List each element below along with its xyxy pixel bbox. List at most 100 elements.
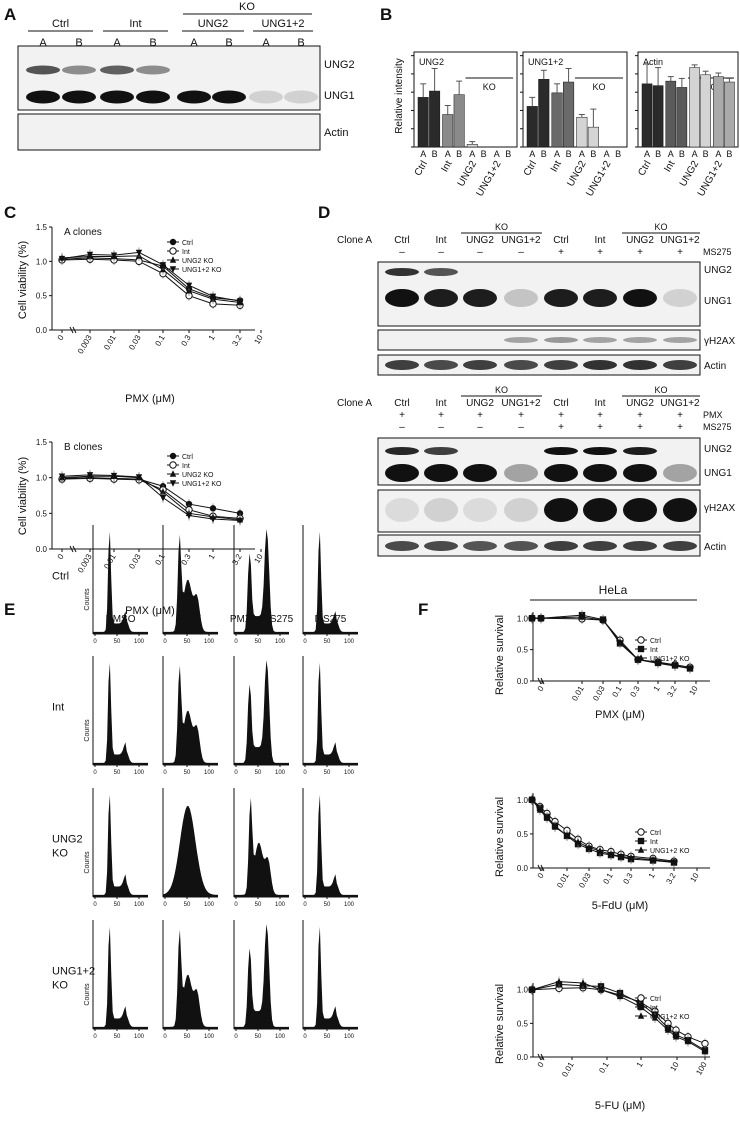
- point-ung1-2-ko-12: [670, 858, 678, 865]
- lane-label-7: UNG1+2: [660, 235, 700, 246]
- histogram-int-pmx: 0 50 100: [162, 656, 218, 776]
- lane-label-2: A: [554, 149, 560, 159]
- lane-label-7: B: [615, 149, 621, 159]
- lane-label-1: Int: [435, 235, 446, 246]
- sign-ms275-3: –: [518, 247, 524, 258]
- point-ung1-2-ko-7: [664, 1026, 672, 1033]
- band-ung1-5: [583, 289, 617, 307]
- category-label-ung2: UNG2: [678, 159, 702, 189]
- lane-label-6: A: [262, 37, 270, 49]
- series-line-ctrl: [61, 477, 241, 514]
- x-tick-label-1: 50: [114, 1034, 121, 1040]
- band-actin-7: [663, 360, 697, 370]
- lane-label-0: A: [39, 37, 47, 49]
- point-ung1-2-ko-0: [58, 473, 66, 480]
- ko-label-0: KO: [495, 385, 508, 395]
- x-tick-label-4: 0.1: [153, 333, 167, 348]
- point-ung1-2-ko-6: [209, 516, 217, 523]
- y-tick-label-2: 1.0: [517, 614, 529, 623]
- column-label-dmso: DMSO: [106, 614, 136, 625]
- lane-label-1: B: [655, 149, 661, 159]
- sign-ms275-7: +: [677, 422, 683, 433]
- bar-4: [689, 67, 700, 148]
- bar-0: [417, 97, 429, 148]
- y-tick-label-0: 0.0: [517, 1053, 529, 1062]
- axis-break: [72, 326, 77, 334]
- band-ung2-5: [583, 447, 617, 455]
- x-tick-label-6: 3.2: [664, 871, 678, 886]
- sign-ms275-0: –: [399, 247, 405, 258]
- band-ung1-0: [26, 90, 60, 104]
- band-ung2-4: [544, 447, 578, 455]
- axis-break: [537, 864, 542, 872]
- point-ung1-2-ko-1: [555, 977, 563, 985]
- category-label-int: Int: [549, 159, 564, 174]
- band-actin-5: [583, 541, 617, 551]
- band-ung1-6: [623, 464, 657, 482]
- band-ung2-0: [385, 447, 419, 455]
- histogram-fill: [303, 662, 358, 765]
- point-ung1-2-ko-1: [536, 806, 544, 813]
- x-axis-label-pmx-m: PMX (μM): [595, 709, 645, 721]
- point-ung1-2-ko-0: [528, 986, 536, 993]
- y-axis-label-1: Cell viability (%): [17, 457, 29, 535]
- ko-group-label: KO: [239, 1, 255, 13]
- band-ung1-7: [663, 289, 697, 307]
- bar-4: [466, 144, 478, 148]
- x-tick-label-3: 1: [635, 1060, 645, 1069]
- y-tick-label-0: 0.0: [36, 326, 48, 335]
- histogram-ung1-2-ko-pmx-ms275: 0 50 100: [233, 920, 289, 1040]
- legend-label-int: Int: [650, 647, 658, 654]
- y-tick-label-3: 1.5: [36, 223, 48, 232]
- point-ung1-2-ko-7: [596, 847, 604, 854]
- band-ung1-5: [583, 464, 617, 482]
- band-ung1-4: [544, 289, 578, 307]
- x-tick-label-1: 50: [184, 1034, 191, 1040]
- band-ung1-3: [504, 464, 538, 482]
- blot-set-top: Clone A KO KO Ctrl Int UNG2 UNG1+2 Ctrl Int UNG2 U…: [337, 222, 735, 376]
- lane-label-6: A: [604, 149, 610, 159]
- point-ung1-2-ko-2: [543, 814, 551, 821]
- legend-label-ctrl: Ctrl: [650, 996, 661, 1003]
- point-ung1-2-ko-6: [654, 659, 662, 667]
- band-h2ax-3: [504, 337, 538, 343]
- point-ung1-2-ko-4: [159, 262, 167, 269]
- bar-6: [713, 76, 724, 148]
- x-tick-label-2: 100: [344, 1034, 355, 1040]
- category-label-ung1-2: UNG1+2: [584, 159, 613, 199]
- point-ung1-2-ko-5: [185, 512, 193, 520]
- treatment-label-pmx: PMX: [703, 410, 723, 420]
- point-ung1-2-ko-2: [110, 472, 118, 480]
- x-tick-label-2: 0.03: [577, 871, 593, 889]
- sign-pmx-6: +: [637, 410, 643, 421]
- histogram-ctrl-dmso: 0 50 100 Counts: [84, 525, 148, 645]
- panel-label-d: D: [318, 203, 330, 222]
- x-tick-label-2: 100: [275, 639, 286, 645]
- x-tick-label-0: 0: [56, 333, 66, 342]
- axis-break: [69, 326, 74, 334]
- chart-title-b-clones: B clones: [64, 442, 102, 453]
- histogram-fill: [93, 794, 148, 897]
- x-tick-label-1: 50: [324, 770, 331, 776]
- band-ung1-6: [623, 289, 657, 307]
- legend-marker-ctrl: [169, 238, 177, 246]
- point-ung1-2-ko-1: [537, 614, 545, 621]
- band-ung2-1: [424, 268, 458, 276]
- x-tick-label-0: 0: [163, 770, 167, 776]
- y-tick-label-1: 0.5: [517, 830, 529, 839]
- ko-label: KO: [592, 82, 605, 92]
- band-ung1-1: [424, 289, 458, 307]
- legend-marker-ung1-2-ko: [637, 846, 645, 853]
- chart-title-a-clones: A clones: [64, 227, 102, 238]
- x-tick-label-5: 0.3: [179, 333, 193, 348]
- lane-label-6: UNG2: [626, 235, 654, 246]
- band-ung2-6: [623, 447, 657, 455]
- x-axis-label-5-fdu-m: 5-FdU (μM): [592, 900, 648, 912]
- legend-label-int: Int: [650, 1005, 658, 1012]
- x-tick-label-7: 10: [688, 871, 701, 884]
- bar-0: [641, 83, 653, 148]
- y-axis-label-0: Cell viability (%): [17, 241, 29, 319]
- x-tick-label-2: 100: [134, 639, 145, 645]
